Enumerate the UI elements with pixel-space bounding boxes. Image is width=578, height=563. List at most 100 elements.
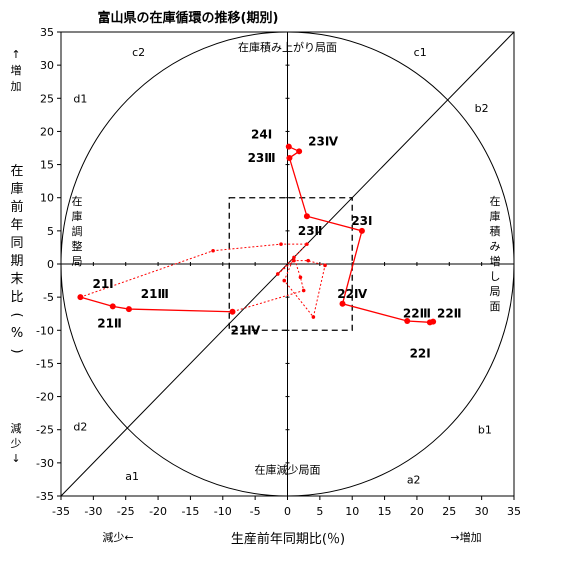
x-tick-label: -5 <box>250 505 261 518</box>
point-label: 22Ⅱ <box>437 307 462 321</box>
y-decrease-label-char: ↓ <box>11 452 20 465</box>
data-point <box>296 148 303 155</box>
data-point <box>426 319 433 326</box>
x-tick-label: -10 <box>214 505 232 518</box>
x-tick-label: 5 <box>316 505 323 518</box>
data-point <box>286 154 293 161</box>
region-label-b1: b1 <box>478 424 492 437</box>
region-label-a2: a2 <box>407 473 421 486</box>
data-point <box>109 303 116 310</box>
y-axis-title-char: 前 <box>10 199 23 215</box>
y-axis-title-char: 同 <box>10 236 23 251</box>
x-axis-title: 生産前年同期比(％) <box>231 531 345 547</box>
region-label-d2: d2 <box>73 420 87 433</box>
x-tick-label: -20 <box>149 505 167 518</box>
y-increase-label-char: ↑ <box>11 48 20 61</box>
data-point-minor <box>305 242 309 246</box>
data-point <box>125 306 132 313</box>
region-label-b2: b2 <box>475 102 489 115</box>
x-tick-label: 25 <box>442 505 456 518</box>
y-axis-title-char: 比 <box>10 290 23 305</box>
y-axis-title-char: % <box>11 326 23 341</box>
x-tick-label: 15 <box>378 505 392 518</box>
phase-label-left-char: 局 <box>72 255 83 268</box>
data-point-minor <box>275 272 280 276</box>
point-label: 22Ⅲ <box>403 307 431 321</box>
phase-label-right-char: み <box>490 240 501 253</box>
x-tick-label: -25 <box>117 505 135 518</box>
data-point-minor <box>282 278 287 283</box>
phase-label-right-char: 面 <box>490 300 501 313</box>
point-label: 22Ⅰ <box>410 346 431 360</box>
y-tick-label: -35 <box>36 490 54 503</box>
data-point-minor <box>211 248 215 253</box>
data-point-minor <box>230 309 235 314</box>
data-point-minor <box>306 258 311 263</box>
y-axis-title-char: 年 <box>10 218 23 233</box>
point-label: 23Ⅱ <box>298 224 323 238</box>
phase-label-left-char: 在 <box>72 195 83 208</box>
data-point-minor <box>292 255 296 260</box>
point-label: 24Ⅰ <box>251 128 272 142</box>
y-tick-label: -20 <box>36 391 54 404</box>
y-tick-label: 10 <box>40 192 54 205</box>
region-label-c2: c2 <box>132 46 145 59</box>
x-tick-label: -30 <box>84 505 102 518</box>
y-axis-title-char: 末 <box>10 272 23 287</box>
point-label: 21Ⅱ <box>97 317 122 331</box>
phase-label-bottom: 在庫減少局面 <box>255 462 321 476</box>
phase-label-right-char: 増 <box>490 255 501 268</box>
phase-label-right-char: 庫 <box>490 209 501 223</box>
phase-label-right-char: し <box>490 270 501 283</box>
data-point <box>404 318 411 325</box>
y-tick-label: -25 <box>36 424 54 437</box>
data-point-minor <box>301 288 306 293</box>
data-point <box>303 213 310 220</box>
point-label: 23Ⅳ <box>308 134 339 148</box>
y-increase-label-char: 加 <box>11 80 22 93</box>
data-point <box>339 300 346 307</box>
y-tick-label: 5 <box>47 225 54 238</box>
y-tick-label: -15 <box>36 357 54 370</box>
data-point <box>285 143 292 150</box>
y-axis-title-char: ) <box>9 348 24 353</box>
point-label: 21Ⅲ <box>141 287 169 301</box>
phase-label-left-char: 庫 <box>72 209 83 223</box>
x-increase-label: →増加 <box>450 531 481 544</box>
phase-label-right-char: 在 <box>490 195 501 208</box>
y-tick-label: -5 <box>43 291 54 304</box>
chart-title: 富山県の在庫循環の推移(期別) <box>98 10 279 26</box>
x-tick-label: 30 <box>475 505 489 518</box>
data-point-minor <box>292 258 296 263</box>
data-point <box>358 227 365 234</box>
y-axis-title-char: 庫 <box>10 182 23 197</box>
y-tick-label: -10 <box>36 324 54 337</box>
y-decrease-label-char: 少 <box>11 437 22 450</box>
x-tick-label: 20 <box>410 505 424 518</box>
y-tick-label: 30 <box>40 59 54 72</box>
phase-label-top: 在庫積み上がり局面 <box>238 40 337 54</box>
point-label: 21Ⅰ <box>92 277 113 291</box>
point-label: 23Ⅲ <box>248 151 276 165</box>
x-tick-label: -15 <box>181 505 199 518</box>
series-line-solid <box>80 296 233 313</box>
y-tick-label: 20 <box>40 125 54 138</box>
region-label-c1: c1 <box>414 46 427 59</box>
y-axis-title-char: 期 <box>10 254 23 269</box>
phase-label-right-char: 局 <box>490 285 501 298</box>
point-label: 22Ⅳ <box>337 287 368 301</box>
phase-label-left-char: 整 <box>72 239 83 253</box>
x-tick-label: 10 <box>345 505 359 518</box>
x-decrease-label: 減少← <box>102 530 133 544</box>
data-point-minor <box>78 295 83 299</box>
x-tick-label: 35 <box>507 505 521 518</box>
data-point-minor <box>279 242 283 246</box>
y-tick-label: -30 <box>36 457 54 470</box>
phase-label-left-char: 調 <box>72 224 83 238</box>
y-decrease-label-char: 減 <box>11 421 22 435</box>
data-point-minor <box>298 275 303 280</box>
x-tick-label: 0 <box>284 505 291 518</box>
y-tick-label: 35 <box>40 26 54 39</box>
data-point-minor <box>311 315 316 319</box>
